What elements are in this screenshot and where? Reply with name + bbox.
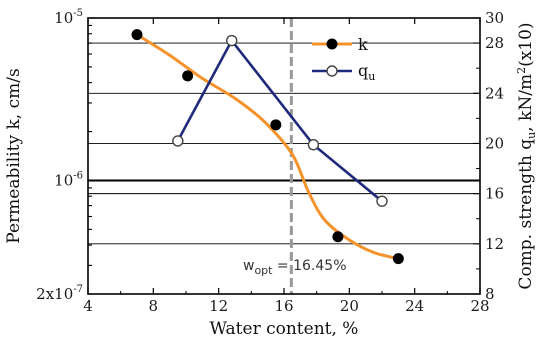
y-left-axis-title: Permeability k, cm/s [4,68,24,243]
series-k-point [270,119,282,131]
y-right-axis-title: Comp. strength qu, kN/m2(x10) [515,22,538,289]
series-k-point [392,253,404,265]
x-axis-title: Water content, % [210,319,359,339]
series-qu-point [307,139,320,151]
x-tick-label: 4 [83,297,93,315]
series-qu-line [176,38,383,203]
y-right-tick-label: 8 [485,285,495,303]
y-right-tick-label: 24 [485,84,504,102]
y-right-tick-label: 30 [485,9,504,27]
x-tick-label: 8 [149,297,159,315]
legend-k-label: k [358,35,368,54]
series-qu-point [376,195,388,207]
series-k-curve [136,33,399,261]
legend-k-marker [326,38,338,50]
y-right-tick-label: 28 [485,34,504,52]
y-right-tick-label: 16 [485,185,504,203]
legend-qu-marker [326,65,338,77]
x-tick-label: 16 [274,297,293,315]
y-left-tick-label: 10-5 [54,8,83,27]
y-right-tick-label: 20 [485,134,504,152]
series-qu-point [172,135,184,147]
plot-frame [87,17,481,295]
series-k-point [131,29,143,41]
legend: k qu [312,35,375,83]
y-right-tick-label: 12 [485,235,504,253]
series-group [131,29,404,265]
legend-qu-label: qu [358,61,375,83]
series-k-point [182,70,194,82]
x-tick-label: 12 [209,297,228,315]
y-left-tick-label: 2x10-7 [36,284,83,303]
wopt-annotation: wopt = 16.45% [243,258,347,277]
series-qu-point [226,34,238,47]
series-k-point [332,231,344,243]
axes-group: 4 8 12 16 20 24 28 10-5 10-6 2x10-7 8 12 16 20 24 28 30 W… [4,8,538,339]
x-tick-label: 28 [470,297,489,315]
x-tick-label: 20 [340,297,359,315]
x-tick-label: 24 [405,297,424,315]
y-left-tick-label: 10-6 [54,170,83,189]
